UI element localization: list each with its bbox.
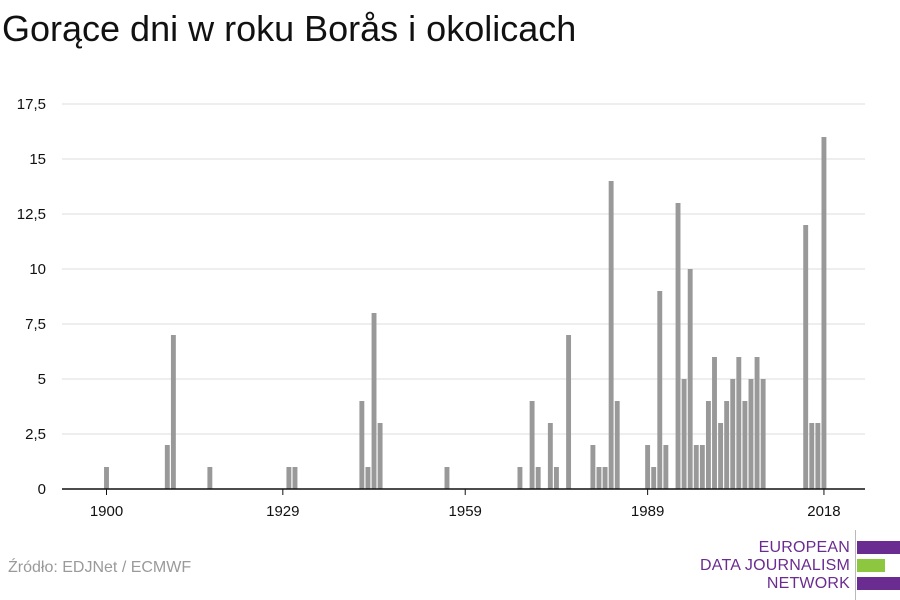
bar [104, 467, 109, 489]
bar [590, 445, 596, 489]
bar [207, 467, 213, 489]
x-axis-ticks: 1900 1929 1959 1989 2018 [90, 489, 841, 520]
y-tick-label: 2,5 [25, 426, 46, 443]
bar [377, 423, 383, 489]
bar [699, 445, 705, 489]
x-tick-label: 2018 [807, 503, 840, 520]
bar [736, 357, 742, 489]
bar [596, 467, 602, 489]
bar [742, 401, 748, 489]
y-tick-label: 0 [38, 481, 46, 498]
logo-line-2: DATA JOURNALISM [700, 557, 850, 574]
bar [663, 445, 669, 489]
y-tick-label: 5 [38, 371, 46, 388]
bar [681, 379, 687, 489]
chart-title: Gorące dni w roku Borås i okolicach [2, 8, 577, 49]
bar [815, 423, 821, 489]
bar [517, 467, 523, 489]
bar [687, 269, 693, 489]
bar [705, 401, 711, 489]
y-axis-tick-labels: 0 2,5 5 7,5 10 12,5 15 17,5 [17, 96, 46, 498]
y-tick-label: 7,5 [25, 316, 46, 333]
bar [693, 445, 699, 489]
y-tick-label: 12,5 [17, 206, 46, 223]
bar [608, 181, 614, 489]
bar [602, 467, 608, 489]
bar [371, 313, 377, 489]
source-note: Źródło: EDJNet / ECMWF [8, 559, 192, 576]
logo-divider [855, 530, 856, 600]
bar [760, 379, 766, 489]
bar [547, 423, 553, 489]
bar [712, 357, 717, 489]
bar [535, 467, 541, 489]
bar [553, 467, 559, 489]
bar [614, 401, 620, 489]
bar [529, 401, 535, 489]
bar [675, 203, 681, 489]
logo-stripe-middle [857, 559, 885, 572]
y-tick-label: 17,5 [17, 96, 46, 113]
bar [730, 379, 736, 489]
bar [645, 445, 651, 489]
y-tick-label: 15 [29, 151, 46, 168]
x-tick-label: 1929 [266, 503, 299, 520]
bar [809, 423, 815, 489]
logo-stripe-top [857, 541, 900, 554]
bar [821, 137, 827, 489]
bar [164, 445, 170, 489]
y-tick-label: 10 [29, 261, 46, 278]
logo-line-1: EUROPEAN [758, 539, 850, 556]
bar [286, 467, 292, 489]
bar [170, 335, 176, 489]
bar [657, 291, 663, 489]
bars [104, 137, 827, 489]
bar [359, 401, 365, 489]
bar [444, 467, 450, 489]
bar [718, 423, 724, 489]
bar [365, 467, 371, 489]
bar [803, 225, 809, 489]
bar [754, 357, 760, 489]
logo-line-3: NETWORK [766, 575, 850, 592]
x-tick-label: 1989 [631, 503, 664, 520]
bar [651, 467, 657, 489]
bar [566, 335, 572, 489]
edjnet-logo: EUROPEAN DATA JOURNALISM NETWORK [700, 530, 900, 600]
bar [724, 401, 730, 489]
bar [748, 379, 754, 489]
x-tick-label: 1959 [449, 503, 482, 520]
bar [292, 467, 298, 489]
x-tick-label: 1900 [90, 503, 123, 520]
logo-stripe-bottom [857, 577, 900, 590]
gridlines [62, 103, 865, 435]
